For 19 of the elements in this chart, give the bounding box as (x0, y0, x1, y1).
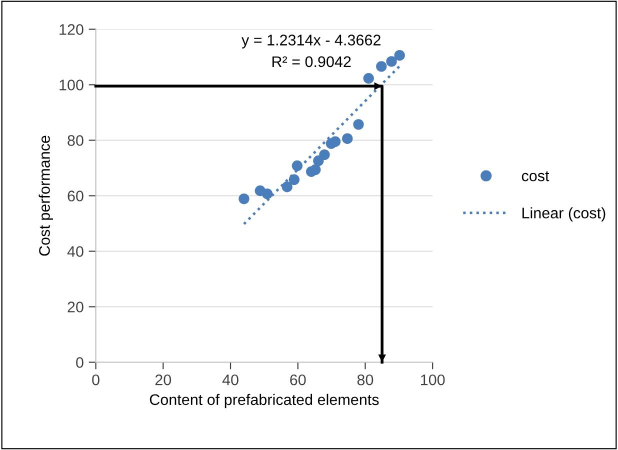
legend-label: cost (522, 171, 550, 182)
annotation: R² = 0.9042 (272, 56, 351, 68)
x-tick-label: 60 (290, 374, 306, 386)
y-tick-label: 100 (60, 80, 84, 90)
x-tick-label: 0 (92, 374, 100, 386)
x-tick-label: 80 (357, 374, 374, 386)
x-tick-label: 20 (155, 374, 172, 386)
x-tick-label: 100 (421, 374, 445, 386)
x-tick-label: 40 (222, 374, 238, 386)
x-axis-title: Content of prefabricated elements (150, 394, 379, 408)
legend-label: Linear (cost) (522, 207, 606, 222)
y-tick-label: 40 (67, 246, 84, 257)
y-tick-label: 0 (76, 357, 84, 368)
y-tick-label: 120 (60, 24, 84, 35)
y-axis-title: Cost performance (38, 136, 53, 256)
y-tick-label: 80 (68, 135, 84, 146)
y-tick-label: 20 (68, 302, 84, 312)
annotation: y = 1.2314x - 4.3662 (242, 34, 380, 48)
y-tick-label: 60 (68, 190, 84, 202)
